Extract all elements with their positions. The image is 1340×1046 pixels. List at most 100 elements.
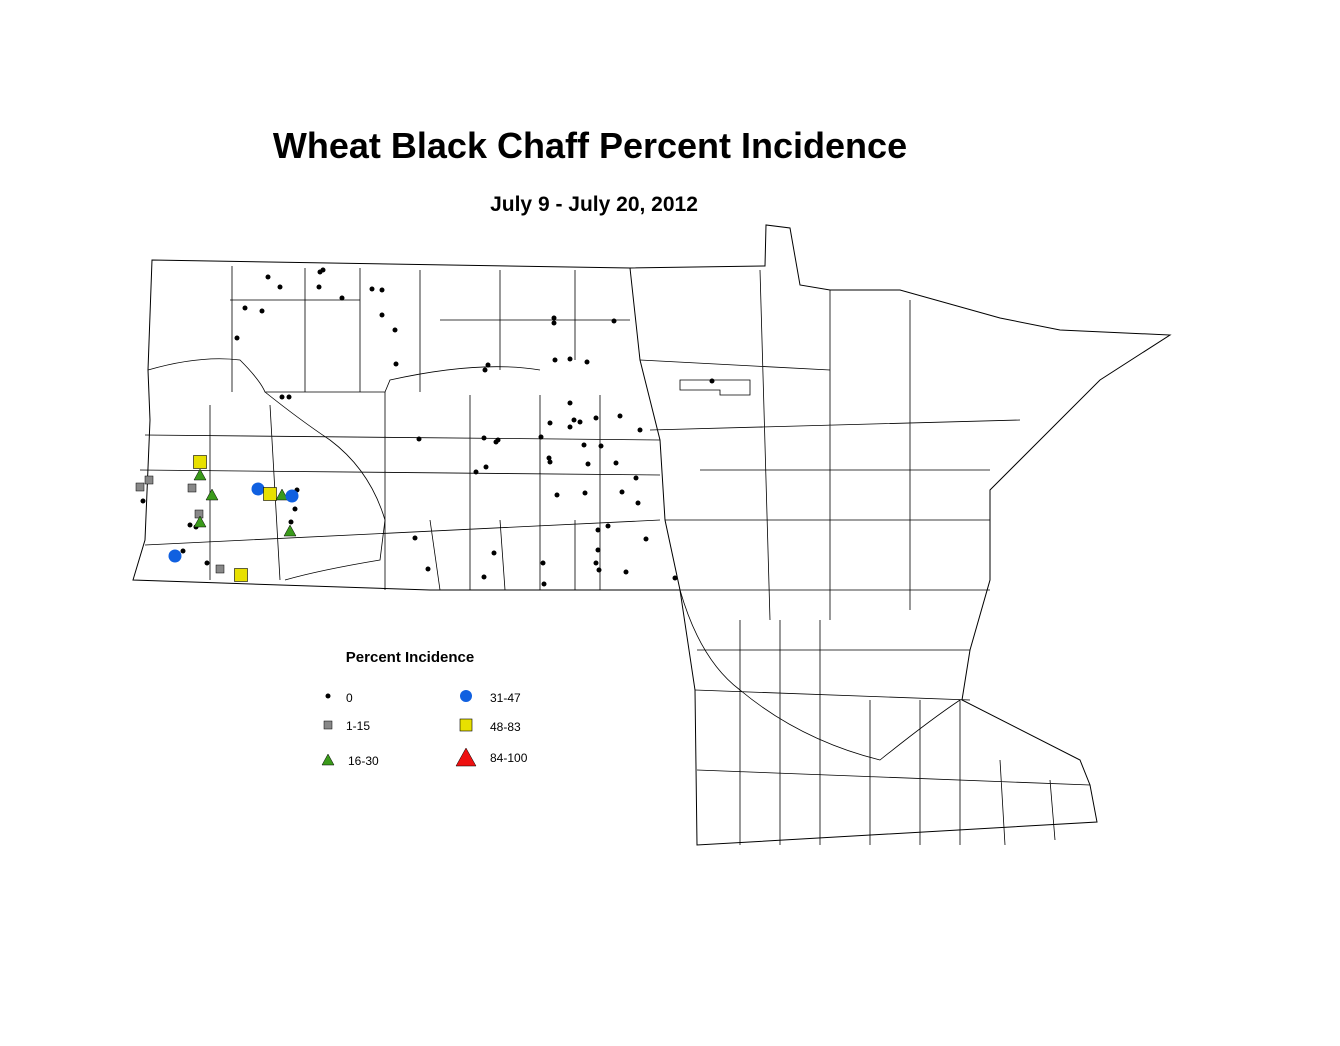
county-line bbox=[679, 589, 961, 761]
legend-label: 48-83 bbox=[490, 720, 521, 734]
observation-point bbox=[193, 468, 207, 481]
observation-point bbox=[546, 455, 552, 461]
observation-point bbox=[140, 498, 146, 504]
observation-point bbox=[263, 487, 277, 501]
observation-point bbox=[593, 415, 599, 421]
observation-point bbox=[242, 305, 248, 311]
observation-point bbox=[316, 284, 322, 290]
observation-point bbox=[552, 357, 558, 363]
observation-point bbox=[571, 417, 577, 423]
observation-points bbox=[135, 267, 715, 587]
observation-point bbox=[596, 567, 602, 573]
observation-point bbox=[491, 550, 497, 556]
observation-point bbox=[538, 434, 544, 440]
observation-point bbox=[204, 560, 210, 566]
observation-point bbox=[234, 568, 248, 582]
county-line bbox=[230, 266, 630, 392]
observation-point bbox=[567, 400, 573, 406]
observation-point bbox=[144, 475, 154, 485]
observation-point bbox=[485, 362, 491, 368]
legend-symbol bbox=[455, 747, 477, 767]
observation-point bbox=[540, 560, 546, 566]
county-line bbox=[264, 391, 386, 581]
legend-symbol bbox=[459, 718, 473, 732]
legend-label: 84-100 bbox=[490, 751, 528, 765]
legend-symbol bbox=[325, 693, 331, 699]
observation-point bbox=[581, 442, 587, 448]
observation-point bbox=[234, 335, 240, 341]
observation-point bbox=[193, 515, 207, 528]
legend: Percent Incidence 0 1-15 16-30 31-47 48-… bbox=[321, 649, 528, 768]
observation-point bbox=[168, 549, 182, 563]
observation-point bbox=[481, 574, 487, 580]
observation-point bbox=[193, 455, 207, 469]
legend-symbol bbox=[460, 690, 472, 702]
observation-point bbox=[637, 427, 643, 433]
observation-point bbox=[259, 308, 265, 314]
observation-point bbox=[567, 424, 573, 430]
observation-point bbox=[611, 318, 617, 324]
observation-point bbox=[598, 443, 604, 449]
observation-point bbox=[292, 506, 298, 512]
observation-point bbox=[547, 459, 553, 465]
observation-point bbox=[595, 547, 601, 553]
observation-point bbox=[379, 312, 385, 318]
county-line bbox=[639, 269, 1091, 846]
observation-point bbox=[473, 469, 479, 475]
observation-point bbox=[392, 327, 398, 333]
observation-point bbox=[425, 566, 431, 572]
observation-point bbox=[339, 295, 345, 301]
county-line bbox=[147, 358, 541, 393]
observation-point bbox=[584, 359, 590, 365]
observation-point bbox=[483, 464, 489, 470]
observation-point bbox=[595, 527, 601, 533]
observation-point bbox=[541, 581, 547, 587]
observation-point bbox=[709, 378, 715, 384]
legend-label: 31-47 bbox=[490, 691, 521, 705]
observation-point bbox=[369, 286, 375, 292]
observation-point bbox=[286, 394, 292, 400]
observation-point bbox=[551, 320, 557, 326]
legend-label: 0 bbox=[346, 691, 353, 705]
observation-point bbox=[279, 394, 285, 400]
legend-symbol bbox=[321, 753, 335, 766]
observation-point bbox=[482, 367, 488, 373]
observation-point bbox=[215, 564, 225, 574]
observation-point bbox=[547, 420, 553, 426]
observation-point bbox=[205, 488, 219, 501]
legend-symbol bbox=[323, 720, 333, 730]
observation-point bbox=[672, 575, 678, 581]
observation-point bbox=[275, 488, 289, 501]
observation-point bbox=[554, 492, 560, 498]
observation-point bbox=[393, 361, 399, 367]
observation-point bbox=[582, 490, 588, 496]
observation-point bbox=[251, 482, 265, 496]
observation-point bbox=[379, 287, 385, 293]
observation-point bbox=[585, 461, 591, 467]
state-outlines bbox=[132, 224, 1172, 846]
observation-point bbox=[493, 439, 499, 445]
legend-title: Percent Incidence bbox=[346, 649, 474, 666]
observation-point bbox=[605, 523, 611, 529]
observation-point bbox=[288, 519, 294, 525]
observation-point bbox=[320, 267, 326, 273]
observation-point bbox=[285, 489, 299, 503]
observation-point bbox=[623, 569, 629, 575]
observation-point bbox=[265, 274, 271, 280]
observation-point bbox=[412, 535, 418, 541]
observation-point bbox=[567, 356, 573, 362]
outline bbox=[132, 224, 1172, 846]
observation-point bbox=[613, 460, 619, 466]
observation-point bbox=[643, 536, 649, 542]
observation-point bbox=[617, 413, 623, 419]
observation-point bbox=[481, 435, 487, 441]
observation-point bbox=[633, 475, 639, 481]
observation-point bbox=[180, 548, 186, 554]
county-line bbox=[679, 379, 751, 396]
observation-point bbox=[619, 489, 625, 495]
observation-point bbox=[551, 315, 557, 321]
legend-label: 16-30 bbox=[348, 754, 379, 768]
observation-point bbox=[135, 482, 145, 492]
observation-point bbox=[635, 500, 641, 506]
